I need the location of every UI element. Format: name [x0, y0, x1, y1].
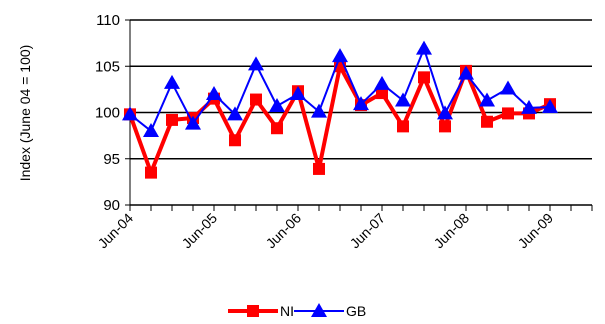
- x-tick-label: Jun-05: [179, 210, 221, 252]
- series-gb: [122, 40, 558, 137]
- y-axis-title: Index (June 04 = 100): [17, 45, 33, 182]
- point-ni: [313, 162, 325, 175]
- y-tick-label: 100: [95, 105, 120, 122]
- point-gb: [164, 74, 180, 89]
- point-gb: [227, 106, 243, 121]
- point-ni: [166, 113, 178, 126]
- legend-marker-ni: [247, 305, 259, 317]
- point-gb: [500, 80, 516, 95]
- point-gb: [290, 86, 306, 100]
- axes: [125, 19, 593, 211]
- point-gb: [542, 98, 558, 113]
- y-tick-label: 95: [103, 151, 120, 168]
- point-gb: [458, 65, 474, 80]
- series-group: [122, 40, 558, 179]
- x-tick-label: Jun-06: [263, 210, 305, 252]
- point-ni: [145, 166, 157, 179]
- point-gb: [437, 105, 453, 120]
- point-ni: [439, 120, 451, 133]
- point-gb: [143, 123, 159, 137]
- y-tick-label: 110: [96, 12, 120, 29]
- point-ni: [250, 93, 262, 106]
- y-tick-label: 90: [103, 197, 120, 214]
- legend-item-ni: NI: [228, 303, 294, 319]
- point-gb: [185, 115, 201, 130]
- point-ni: [481, 115, 493, 128]
- legend-marker-gb: [311, 303, 327, 317]
- point-ni: [502, 107, 514, 120]
- point-ni: [229, 134, 241, 147]
- point-gb: [395, 92, 411, 107]
- point-gb: [479, 92, 495, 107]
- point-gb: [374, 75, 390, 90]
- legend-item-gb: GB: [294, 303, 366, 319]
- legend-label-ni: NI: [280, 303, 294, 319]
- point-ni: [418, 71, 430, 84]
- point-gb: [269, 98, 285, 113]
- point-gb: [248, 56, 264, 71]
- series-ni: [124, 60, 556, 179]
- y-tick-label: 105: [95, 58, 120, 75]
- point-gb: [416, 40, 432, 55]
- legend: NI GB: [228, 303, 366, 319]
- point-gb: [122, 106, 138, 121]
- point-gb: [521, 99, 537, 114]
- x-tick-label: Jun-08: [431, 210, 473, 252]
- x-tick-label: Jun-09: [515, 210, 557, 252]
- x-tick-label: Jun-07: [347, 210, 389, 252]
- x-tick-label: Jun-04: [95, 210, 137, 252]
- point-gb: [353, 96, 369, 111]
- point-gb: [332, 48, 348, 63]
- point-ni: [271, 122, 283, 135]
- legend-label-gb: GB: [346, 303, 366, 319]
- point-gb: [206, 86, 222, 100]
- point-gb: [311, 103, 327, 118]
- point-ni: [376, 87, 388, 100]
- y-tick-labels: 90 95 100 105 110: [95, 12, 120, 214]
- x-tick-labels: Jun-04 Jun-05 Jun-06 Jun-07 Jun-08 Jun-09: [95, 210, 557, 252]
- point-ni: [397, 120, 409, 133]
